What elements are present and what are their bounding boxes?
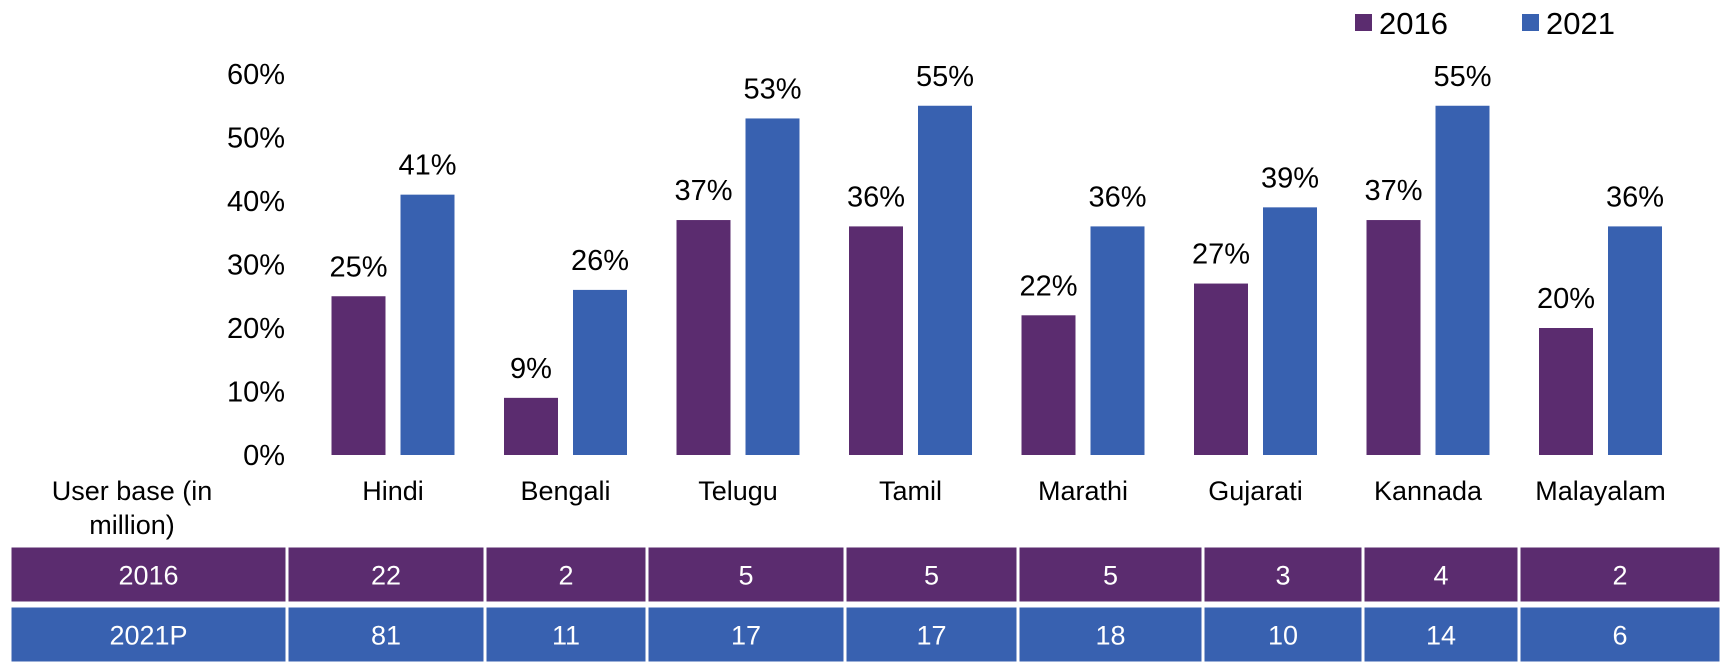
table-cell-value: 3 xyxy=(1275,561,1290,591)
category-label: Tamil xyxy=(879,476,942,506)
table-cell xyxy=(483,544,649,605)
bar-2021 xyxy=(745,118,800,455)
bar-2016 xyxy=(331,296,386,455)
data-label-2021: 36% xyxy=(1088,181,1146,213)
category-label: Telugu xyxy=(698,476,778,506)
legend-swatch-2016 xyxy=(1355,14,1372,31)
bar-2021 xyxy=(1263,207,1317,455)
category-label: Bengali xyxy=(520,476,610,506)
table-cell xyxy=(1517,604,1723,665)
category-label: Malayalam xyxy=(1535,476,1666,506)
bar-2016 xyxy=(1194,283,1248,455)
bar-2016 xyxy=(849,226,903,455)
data-label-2016: 9% xyxy=(510,353,552,385)
data-label-2016: 25% xyxy=(329,251,387,283)
bar-2016 xyxy=(676,220,731,455)
table-cell-value: 11 xyxy=(552,621,580,651)
y-tick-label: 40% xyxy=(227,186,285,218)
table-cell xyxy=(1517,544,1723,605)
table-cell-value: 81 xyxy=(371,621,401,651)
table-cell-value: 18 xyxy=(1095,621,1125,651)
y-tick-label: 20% xyxy=(227,313,285,345)
table-cell xyxy=(1361,544,1521,605)
table-cell xyxy=(483,604,649,665)
data-label-2021: 55% xyxy=(1433,61,1491,93)
legend-swatch-2021 xyxy=(1522,14,1539,31)
data-label-2021: 41% xyxy=(398,150,456,182)
category-label: Kannada xyxy=(1374,476,1483,506)
bar-2016 xyxy=(1366,220,1421,455)
legend: 2016 2021 xyxy=(1355,6,1615,41)
y-tick-label: 30% xyxy=(227,250,285,282)
bar-2016 xyxy=(1539,328,1593,455)
bar-2021 xyxy=(400,194,455,455)
legend-label-2021: 2021 xyxy=(1546,6,1615,41)
table-cell-value: 2 xyxy=(558,561,573,591)
bar-2016 xyxy=(504,397,558,455)
data-label-2016: 37% xyxy=(674,175,732,207)
table-cell-value: 4 xyxy=(1433,561,1448,591)
bar-2021 xyxy=(1435,105,1490,455)
data-label-2021: 53% xyxy=(743,73,801,105)
y-tick-label: 10% xyxy=(227,377,285,409)
table-row-label: 2021P xyxy=(109,621,187,651)
table-cell xyxy=(645,604,847,665)
y-axis: 0% 10% 20% 30% 40% 50% 60% xyxy=(227,59,285,472)
table-cell-value: 6 xyxy=(1612,621,1627,651)
table-cell xyxy=(645,544,847,605)
table-cell-value: 2 xyxy=(1612,561,1627,591)
table-row-label: 2016 xyxy=(118,561,178,591)
category-label: Hindi xyxy=(362,476,424,506)
table-cell xyxy=(1016,604,1205,665)
data-label-2016: 37% xyxy=(1364,175,1422,207)
bar-2016 xyxy=(1021,315,1076,455)
y-tick-label: 0% xyxy=(243,440,285,472)
bars xyxy=(331,105,1662,455)
table-cell-value: 17 xyxy=(916,621,946,651)
bar-2021 xyxy=(573,289,627,455)
category-label: Marathi xyxy=(1038,476,1128,506)
data-labels: 25% 41% 9% 26% 37% 53% 36% 55% 22% 36% 27% 39% 37% 55… xyxy=(329,61,1664,385)
data-label-2021: 26% xyxy=(571,245,629,277)
table-cell-value: 5 xyxy=(1103,561,1118,591)
table-cell xyxy=(1016,544,1205,605)
data-label-2016: 22% xyxy=(1019,270,1077,302)
data-label-2016: 20% xyxy=(1537,283,1595,315)
table-cell-value: 10 xyxy=(1268,621,1298,651)
data-label-2021: 55% xyxy=(916,61,974,93)
table-cell-value: 14 xyxy=(1426,621,1456,651)
y-tick-label: 50% xyxy=(227,123,285,155)
legend-label-2016: 2016 xyxy=(1379,6,1448,41)
table-header-label: User base (in million) xyxy=(52,476,213,540)
table-cell-value: 22 xyxy=(371,561,401,591)
category-label: Gujarati xyxy=(1208,476,1303,506)
table-cell-value: 5 xyxy=(924,561,939,591)
table-cell-value: 5 xyxy=(738,561,753,591)
table-cell-value: 17 xyxy=(731,621,761,651)
table-cell xyxy=(285,604,487,665)
data-label-2016: 36% xyxy=(847,181,905,213)
table-cell xyxy=(8,604,289,665)
bar-2021 xyxy=(918,105,972,455)
data-label-2021: 39% xyxy=(1261,162,1319,194)
data-label-2021: 36% xyxy=(1606,181,1664,213)
bar-2021 xyxy=(1608,226,1662,455)
y-tick-label: 60% xyxy=(227,59,285,91)
bar-2021 xyxy=(1090,226,1145,455)
category-labels: Hindi Bengali Telugu Tamil Marathi Gujarati Ka… xyxy=(362,476,1666,506)
data-label-2016: 27% xyxy=(1192,239,1250,271)
